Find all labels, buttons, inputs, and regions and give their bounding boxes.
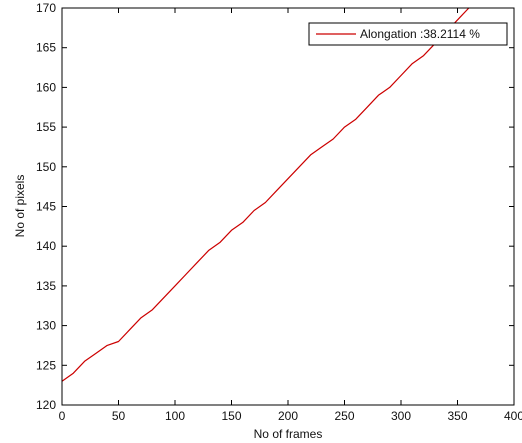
x-tick-label: 250 (334, 409, 354, 423)
plot-frame (61, 7, 515, 406)
plot-area (62, 8, 514, 405)
x-tick-label: 350 (447, 409, 467, 423)
y-tick-label: 130 (36, 319, 56, 333)
y-tick-label: 125 (36, 358, 56, 372)
legend-box (308, 22, 508, 46)
series-line (61, 7, 470, 382)
series-layer (61, 7, 470, 382)
y-tick-label: 155 (36, 120, 56, 134)
ticks-layer: 0 50 100 150 200 250 300 350 400 120 125 130 135 140 1… (36, 1, 522, 423)
x-tick-label: 100 (165, 409, 185, 423)
y-tick-label: 120 (36, 398, 56, 412)
x-tick-label: 150 (221, 409, 241, 423)
x-tick-label: 0 (59, 409, 66, 423)
legend: Alongation :38.2114 % (308, 22, 508, 46)
x-axis-label: No of frames (254, 427, 323, 441)
y-tick-label: 160 (36, 80, 56, 94)
x-tick-label: 400 (504, 409, 522, 423)
y-tick-label: 135 (36, 279, 56, 293)
y-tick-label: 140 (36, 239, 56, 253)
y-tick-label: 165 (36, 41, 56, 55)
y-tick-label: 170 (36, 1, 56, 15)
y-tick-label: 150 (36, 160, 56, 174)
y-tick-label: 145 (36, 200, 56, 214)
x-tick-label: 300 (391, 409, 411, 423)
x-tick-label: 50 (112, 409, 126, 423)
legend-label: Alongation :38.2114 % (360, 27, 480, 41)
y-axis-label: No of pixels (13, 175, 27, 238)
x-tick-label: 200 (278, 409, 298, 423)
